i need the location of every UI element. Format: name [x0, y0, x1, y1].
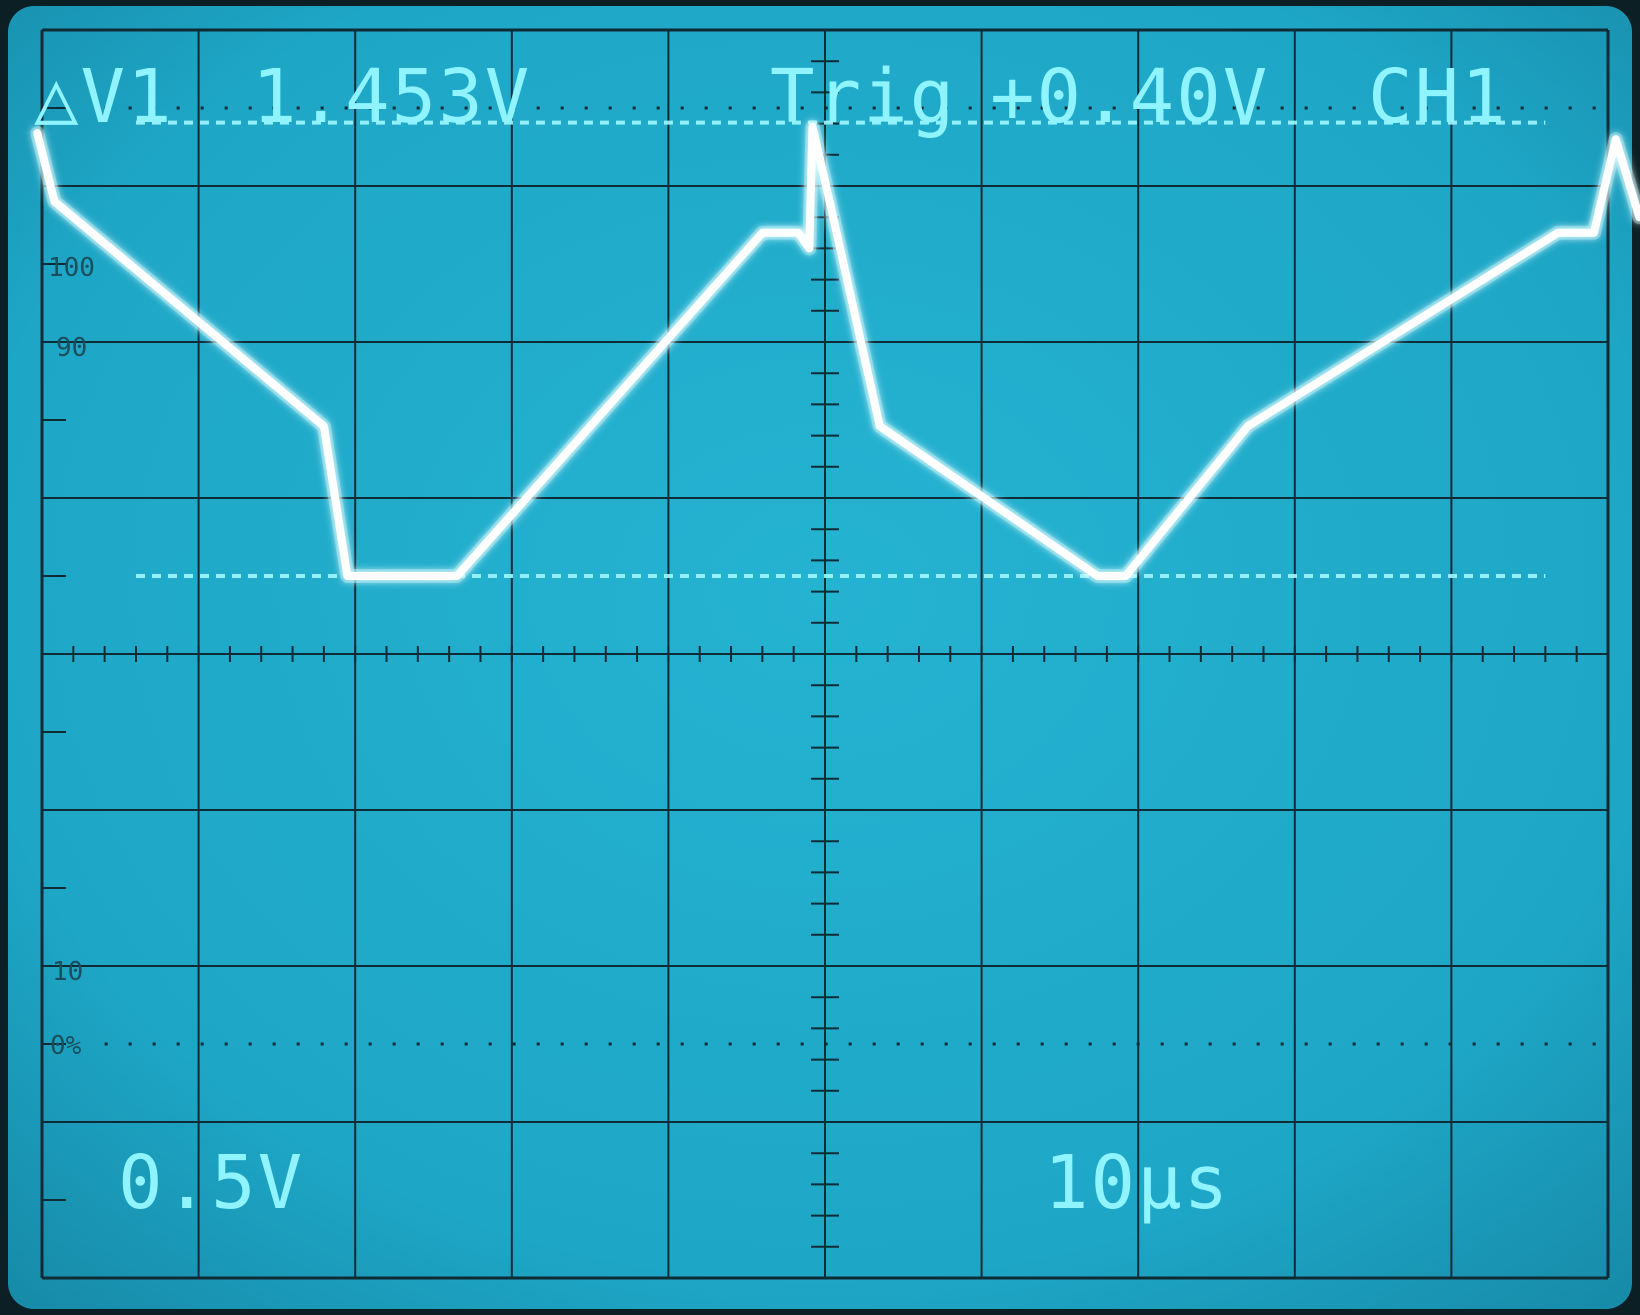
channel-label: CH1 — [1368, 54, 1508, 140]
screen-background — [8, 6, 1632, 1309]
time-per-div: 10µs — [1044, 1140, 1230, 1226]
delta-v-value: 1.453V — [252, 54, 531, 140]
volts-per-div: 0.5V — [118, 1140, 304, 1226]
graticule-minor-ticks — [41, 29, 1578, 1248]
trace-line — [33, 122, 1640, 580]
graticule-label-90: 90 — [56, 333, 87, 363]
measurement-cursors — [135, 120, 1546, 578]
delta-v-label: △V1 — [34, 54, 174, 140]
graticule-label-0: 0% — [50, 1031, 82, 1061]
trigger-level: +0.40V — [990, 54, 1269, 140]
graticule-label-10: 10 — [52, 957, 83, 987]
waveform-trace — [30, 119, 1640, 583]
trigger-label: Trig — [770, 54, 956, 140]
graticule-label-100: 100 — [48, 253, 95, 283]
